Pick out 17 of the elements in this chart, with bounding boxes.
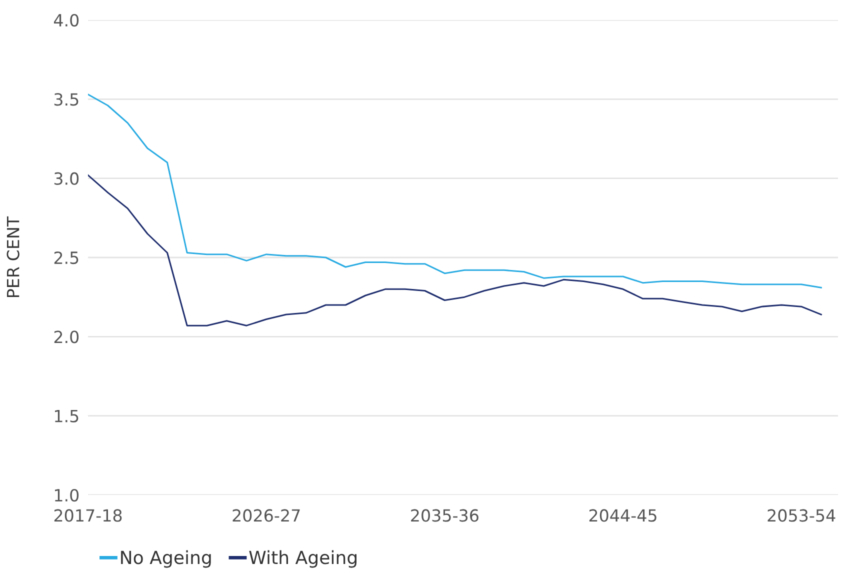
x-tick-label: 2035-36 xyxy=(411,509,478,522)
y-tick-label: 1.0 xyxy=(54,488,79,502)
x-tick-label: 2044-45 xyxy=(589,509,656,522)
legend-label: With Ageing xyxy=(249,550,356,568)
y-tick-label: 2.0 xyxy=(54,330,79,344)
x-tick-label: 2026-27 xyxy=(232,509,300,522)
y-tick-label: 3.0 xyxy=(54,172,79,185)
line-series xyxy=(88,94,822,288)
line-series xyxy=(88,174,822,326)
y-tick-label: 2.5 xyxy=(54,251,78,264)
y-tick-label: 4.0 xyxy=(54,14,79,27)
y-tick-label: 1.5 xyxy=(54,410,78,422)
y-axis-title: PER CENT xyxy=(6,216,20,298)
y-tick-label: 3.5 xyxy=(54,93,78,106)
legend-label: No Ageing xyxy=(121,550,211,568)
x-tick-label: 2053-54 xyxy=(768,509,836,522)
x-tick-label: 2017-18 xyxy=(54,509,122,522)
